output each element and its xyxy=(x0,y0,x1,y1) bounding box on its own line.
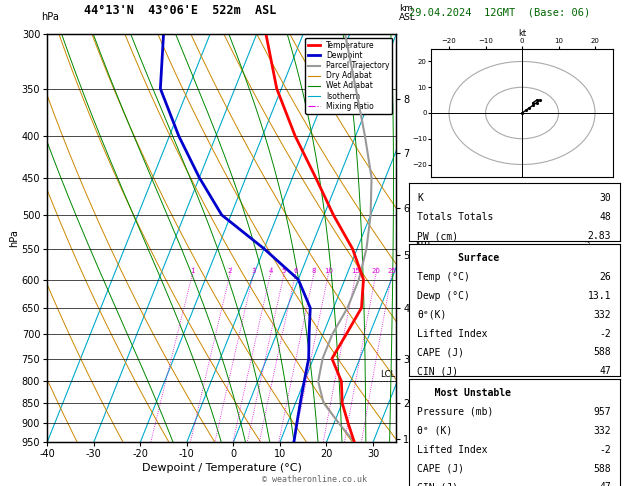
Text: LCL: LCL xyxy=(380,370,395,380)
Text: 48: 48 xyxy=(599,212,611,222)
Text: 29.04.2024  12GMT  (Base: 06): 29.04.2024 12GMT (Base: 06) xyxy=(409,7,590,17)
Text: 26: 26 xyxy=(599,272,611,282)
Text: Mixing Ratio (g/kg): Mixing Ratio (g/kg) xyxy=(584,195,593,281)
Text: 20: 20 xyxy=(372,268,381,274)
Text: 47: 47 xyxy=(599,366,611,376)
Text: © weatheronline.co.uk: © weatheronline.co.uk xyxy=(262,474,367,484)
Text: PW (cm): PW (cm) xyxy=(417,231,459,242)
Text: 6: 6 xyxy=(293,268,298,274)
X-axis label: Dewpoint / Temperature (°C): Dewpoint / Temperature (°C) xyxy=(142,463,302,473)
Text: Pressure (mb): Pressure (mb) xyxy=(417,407,494,417)
Text: Totals Totals: Totals Totals xyxy=(417,212,494,222)
Text: CAPE (J): CAPE (J) xyxy=(417,347,464,358)
Text: 15: 15 xyxy=(352,268,360,274)
Text: 2.83: 2.83 xyxy=(587,231,611,242)
Text: 30: 30 xyxy=(599,193,611,203)
Text: CAPE (J): CAPE (J) xyxy=(417,464,464,473)
Text: Surface: Surface xyxy=(417,253,499,263)
Text: 44°13'N  43°06'E  522m  ASL: 44°13'N 43°06'E 522m ASL xyxy=(84,4,276,17)
Text: Dewp (°C): Dewp (°C) xyxy=(417,291,470,301)
Text: 4: 4 xyxy=(269,268,273,274)
Text: K: K xyxy=(417,193,423,203)
Y-axis label: km
ASL: km ASL xyxy=(415,238,433,260)
Text: 3: 3 xyxy=(251,268,255,274)
Text: Lifted Index: Lifted Index xyxy=(417,445,487,454)
Text: 588: 588 xyxy=(594,464,611,473)
Text: CIN (J): CIN (J) xyxy=(417,483,459,486)
Text: θᵉ(K): θᵉ(K) xyxy=(417,310,447,320)
Text: hPa: hPa xyxy=(41,12,58,22)
Text: 13.1: 13.1 xyxy=(587,291,611,301)
Text: 10: 10 xyxy=(324,268,333,274)
X-axis label: kt: kt xyxy=(518,29,526,37)
Text: CIN (J): CIN (J) xyxy=(417,366,459,376)
Text: Lifted Index: Lifted Index xyxy=(417,329,487,339)
Text: 957: 957 xyxy=(594,407,611,417)
Text: Temp (°C): Temp (°C) xyxy=(417,272,470,282)
Text: -2: -2 xyxy=(599,445,611,454)
Text: 25: 25 xyxy=(387,268,396,274)
Y-axis label: hPa: hPa xyxy=(9,229,19,247)
Legend: Temperature, Dewpoint, Parcel Trajectory, Dry Adiabat, Wet Adiabat, Isotherm, Mi: Temperature, Dewpoint, Parcel Trajectory… xyxy=(305,38,392,114)
Text: 2: 2 xyxy=(228,268,232,274)
Text: Most Unstable: Most Unstable xyxy=(417,388,511,398)
Text: 8: 8 xyxy=(311,268,316,274)
Text: 5: 5 xyxy=(282,268,286,274)
Text: -2: -2 xyxy=(599,329,611,339)
Text: 588: 588 xyxy=(594,347,611,358)
Text: 332: 332 xyxy=(594,426,611,436)
Text: 47: 47 xyxy=(599,483,611,486)
Text: θᵉ (K): θᵉ (K) xyxy=(417,426,452,436)
Text: km
ASL: km ASL xyxy=(399,4,416,22)
Text: 332: 332 xyxy=(594,310,611,320)
Text: 1: 1 xyxy=(190,268,195,274)
